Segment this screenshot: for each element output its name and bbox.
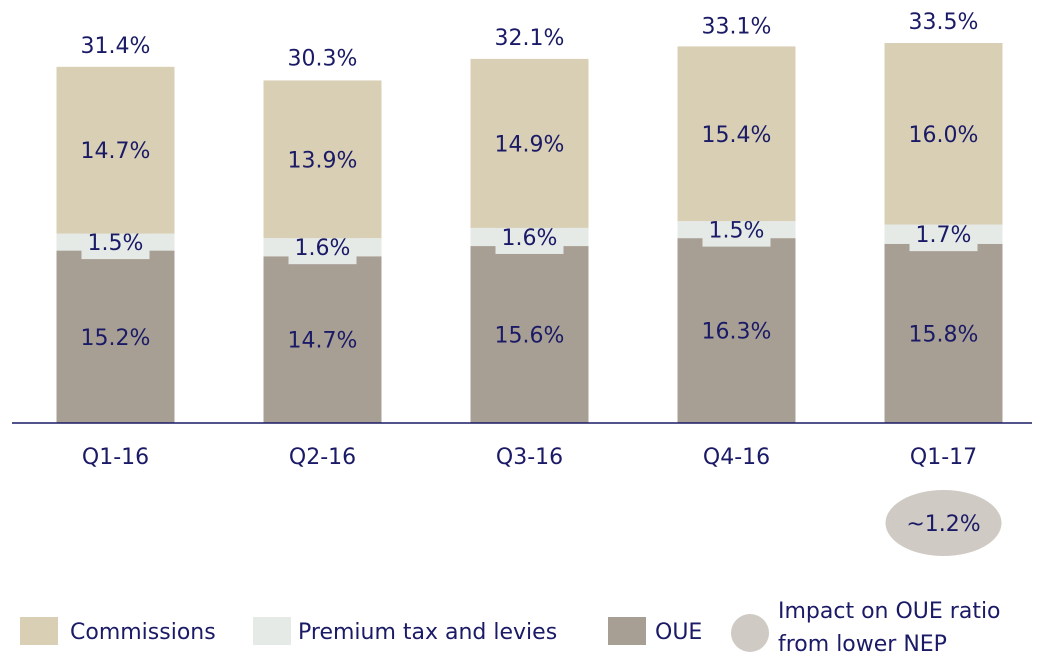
segment-label: 15.4% — [702, 123, 772, 148]
bar-segment — [470, 58, 589, 228]
bar-segment — [263, 256, 382, 423]
legend-label: Commissions — [70, 620, 216, 645]
legend-swatch — [608, 617, 646, 645]
segment-label: 13.9% — [288, 148, 358, 173]
legend-label: Premium tax and levies — [298, 620, 557, 645]
x-tick-label: Q2-16 — [289, 445, 356, 470]
legend-swatch — [253, 617, 291, 645]
label-box — [288, 234, 357, 265]
legend-label: from lower NEP — [778, 632, 947, 657]
x-tick-label: Q3-16 — [496, 445, 563, 470]
bar-segment — [56, 66, 175, 234]
segment-label: 14.7% — [81, 139, 151, 164]
segment-label: 15.6% — [495, 324, 565, 349]
segment-label: 1.6% — [295, 236, 351, 261]
legend-swatch — [731, 614, 769, 652]
legend-label: Impact on OUE ratio — [778, 599, 1001, 624]
bar-segment — [263, 80, 382, 239]
total-label: 32.1% — [495, 26, 565, 51]
segment-label: 14.9% — [495, 132, 565, 157]
bar-segment — [677, 238, 796, 423]
label-box — [909, 221, 978, 252]
segment-label: 15.8% — [909, 322, 979, 347]
x-tick-label: Q1-16 — [82, 445, 149, 470]
bar-segment — [884, 243, 1003, 423]
bar-segment — [884, 43, 1003, 225]
label-box — [702, 216, 771, 247]
legend-label: OUE — [655, 620, 702, 645]
segment-label: 16.0% — [909, 123, 979, 148]
segment-label: 1.6% — [502, 226, 558, 251]
x-tick-label: Q1-17 — [910, 445, 977, 470]
total-label: 31.4% — [81, 34, 151, 59]
x-tick-label: Q4-16 — [703, 445, 770, 470]
annotation-ellipse — [885, 490, 1002, 556]
total-label: 33.5% — [909, 10, 979, 35]
segment-label: 1.5% — [88, 231, 144, 256]
label-box — [81, 229, 150, 260]
total-label: 30.3% — [288, 46, 358, 71]
bar-segment — [470, 246, 589, 423]
total-label: 33.1% — [702, 15, 772, 40]
annotation-label: ~1.2% — [906, 512, 980, 537]
segment-label: 15.2% — [81, 326, 151, 351]
bar-segment — [677, 46, 796, 222]
segment-label: 1.5% — [709, 219, 765, 244]
legend-swatch — [20, 617, 58, 645]
label-box — [495, 223, 564, 254]
segment-label: 14.7% — [288, 329, 358, 354]
bar-segment — [56, 250, 175, 423]
segment-label: 16.3% — [702, 320, 772, 345]
segment-label: 1.7% — [916, 223, 972, 248]
